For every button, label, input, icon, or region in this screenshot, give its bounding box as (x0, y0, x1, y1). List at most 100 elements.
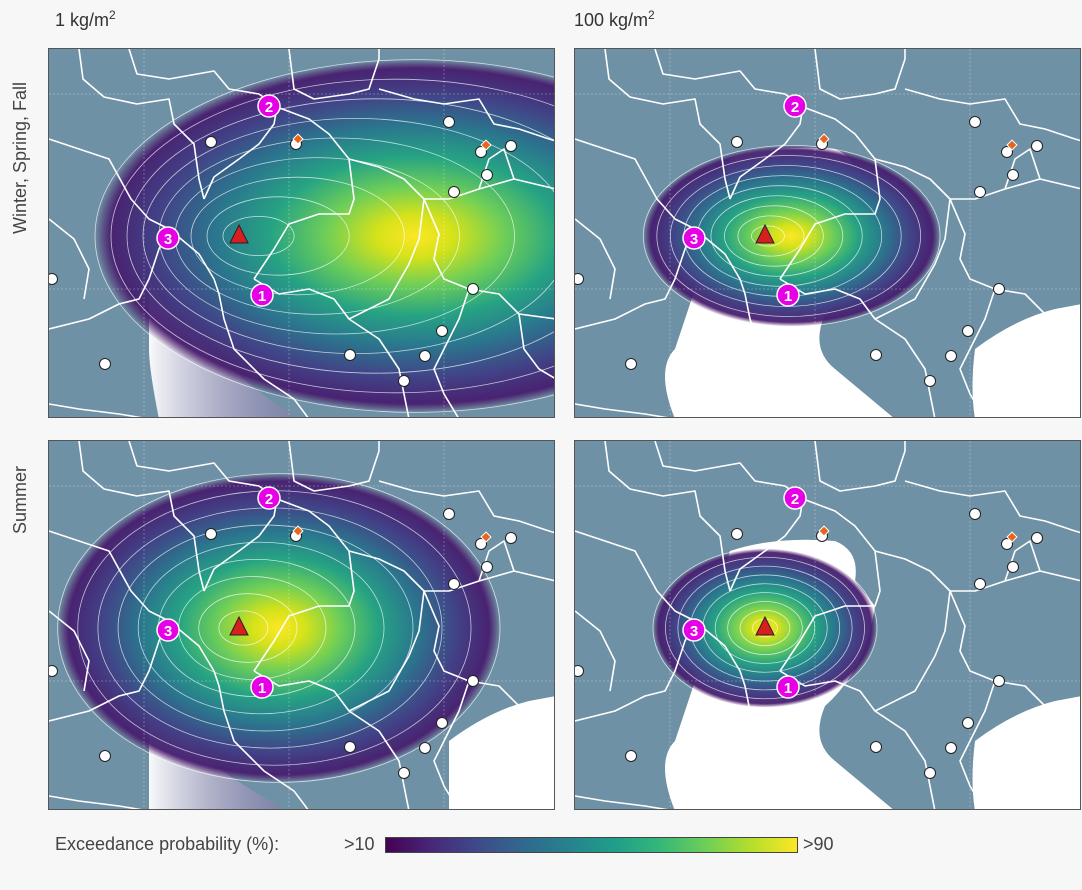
city-circle-icon (481, 169, 493, 181)
city-circle-icon (962, 717, 974, 729)
city-circle-icon (443, 508, 455, 520)
city-circle-icon (974, 578, 986, 590)
city-circle-icon (625, 358, 637, 370)
svg-text:1: 1 (258, 680, 266, 697)
svg-text:2: 2 (791, 99, 799, 116)
location-number-icon: 3 (682, 226, 706, 250)
city-circle-icon (924, 375, 936, 387)
exceedance-plume (57, 473, 501, 783)
city-circle-icon (205, 528, 217, 540)
city-circle-icon (962, 325, 974, 337)
column-title-1kg: 1 kg/m2 (55, 8, 116, 31)
legend-max-label: >90 (803, 834, 834, 854)
city-circle-icon (467, 675, 479, 687)
city-circle-icon (993, 283, 1005, 295)
city-circle-icon (49, 665, 58, 677)
city-circle-icon (99, 750, 111, 762)
location-number-icon: 2 (257, 486, 281, 510)
country-borders (49, 441, 554, 809)
map-panel-summer-100kg: 1 2 3 (574, 440, 1081, 810)
volcano-triangle-icon (755, 615, 775, 636)
city-circle-icon (974, 186, 986, 198)
volcano-triangle-icon (755, 223, 775, 244)
volcano-triangle-icon (229, 615, 249, 636)
city-circle-icon (924, 767, 936, 779)
row-title-winter: Winter, Spring, Fall (10, 81, 30, 234)
city-circle-icon (945, 742, 957, 754)
city-circle-icon (870, 741, 882, 753)
city-circle-icon (969, 116, 981, 128)
location-number-icon: 1 (776, 675, 800, 699)
city-circle-icon (443, 116, 455, 128)
map-panel-winter-1kg: 1 2 3 (48, 48, 555, 418)
volcano-triangle-icon (229, 223, 249, 244)
graticule (575, 49, 1080, 417)
location-number-icon: 2 (783, 486, 807, 510)
column-title-text: 100 kg/m (574, 10, 649, 30)
svg-text:1: 1 (784, 288, 792, 305)
city-circle-icon (1007, 561, 1019, 573)
city-circle-icon (419, 350, 431, 362)
legend-label: Exceedance probability (%): (55, 834, 280, 854)
city-circle-icon (969, 508, 981, 520)
map-panel-summer-1kg: 1 2 3 (48, 440, 555, 810)
svg-text:3: 3 (164, 231, 172, 248)
contour-lines (652, 548, 878, 708)
city-circle-icon (870, 349, 882, 361)
city-circle-icon (448, 578, 460, 590)
legend-min-label: >10 (344, 834, 375, 854)
city-circle-icon (1031, 532, 1043, 544)
city-circle-icon (344, 349, 356, 361)
city-circle-icon (481, 561, 493, 573)
column-title-sup: 2 (648, 8, 655, 22)
row-title-summer: Summer (10, 465, 30, 534)
location-number-icon: 3 (156, 618, 180, 642)
city-circle-icon (575, 273, 584, 285)
svg-text:2: 2 (791, 491, 799, 508)
city-circle-icon (467, 283, 479, 295)
orange-diamond-icon (1006, 139, 1018, 151)
city-circle-icon (575, 665, 584, 677)
city-circle-icon (505, 140, 517, 152)
city-circle-icon (448, 186, 460, 198)
city-circle-icon (625, 750, 637, 762)
map-svg: 1 2 3 (575, 49, 1080, 417)
location-number-icon: 2 (257, 94, 281, 118)
city-circle-icon (398, 375, 410, 387)
svg-text:3: 3 (164, 623, 172, 640)
svg-text:3: 3 (690, 231, 698, 248)
orange-diamond-icon (292, 133, 304, 145)
location-number-icon: 1 (250, 675, 274, 699)
city-circle-icon (99, 358, 111, 370)
svg-text:1: 1 (784, 680, 792, 697)
city-circle-icon (475, 146, 487, 158)
column-title-text: 1 kg/m (55, 10, 110, 30)
orange-diamond-icon (818, 133, 830, 145)
svg-text:3: 3 (690, 623, 698, 640)
city-circle-icon (731, 528, 743, 540)
city-circle-icon (398, 767, 410, 779)
map-svg: 1 2 3 (575, 441, 1080, 809)
column-title-sup: 2 (109, 8, 116, 22)
location-number-icon: 2 (783, 94, 807, 118)
orange-diamond-icon (480, 531, 492, 543)
country-borders (575, 441, 1080, 809)
city-circle-icon (475, 538, 487, 550)
location-number-icon: 3 (682, 618, 706, 642)
sea-area (149, 279, 296, 417)
location-number-icon: 3 (156, 226, 180, 250)
orange-diamond-icon (292, 525, 304, 537)
city-circle-icon (731, 136, 743, 148)
city-circle-icon (1031, 140, 1043, 152)
orange-diamond-icon (480, 139, 492, 151)
city-circle-icon (436, 717, 448, 729)
city-circle-icon (49, 273, 58, 285)
city-circle-icon (993, 675, 1005, 687)
city-circle-icon (205, 136, 217, 148)
map-panel-winter-100kg: 1 2 3 (574, 48, 1081, 418)
city-circle-icon (436, 325, 448, 337)
location-number-icon: 1 (776, 283, 800, 307)
city-circle-icon (344, 741, 356, 753)
contour-lines (94, 59, 554, 413)
location-number-icon: 1 (250, 283, 274, 307)
